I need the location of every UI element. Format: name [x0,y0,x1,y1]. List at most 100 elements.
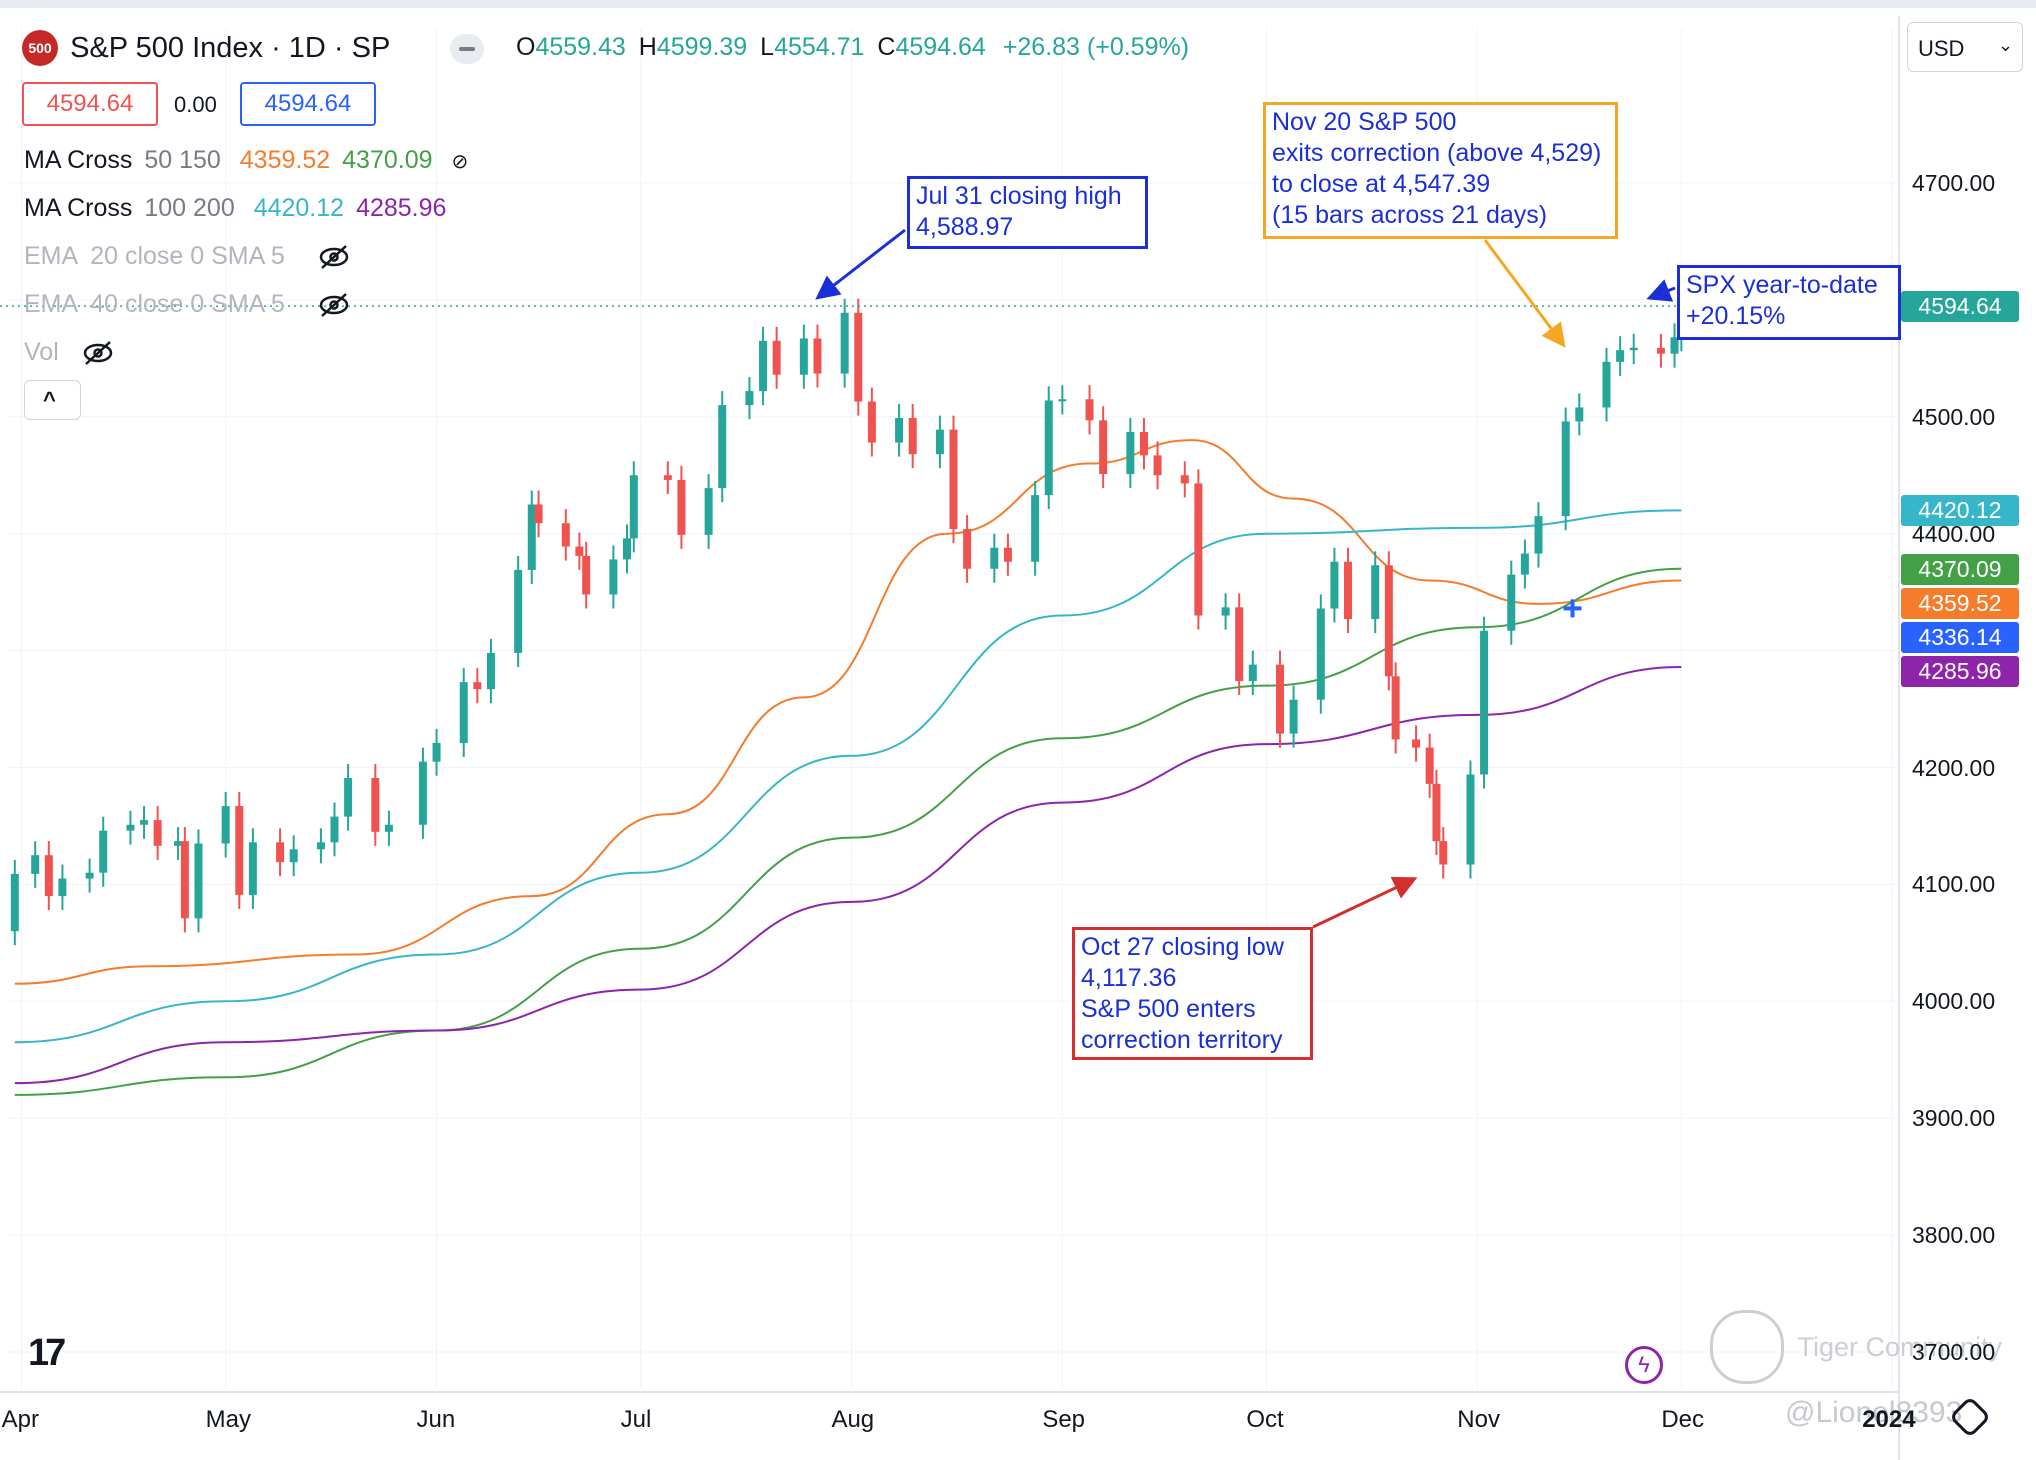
eye-off-icon[interactable] [318,292,350,318]
candle-body [1099,420,1108,475]
candle-body [561,523,570,547]
candle-body [1058,399,1067,402]
eye-off-icon[interactable] [318,244,350,270]
candle-body [180,841,189,919]
candle-body [718,405,727,489]
eye-off-icon[interactable] [82,340,114,366]
annotation-ytd[interactable]: SPX year-to-date +20.15% [1677,265,1901,340]
candle-body [1534,516,1543,554]
x-tick-label: Apr [1,1406,39,1433]
candle-body [840,312,849,374]
candle-body [854,312,863,402]
candle-body [1432,783,1441,842]
candle-body [745,391,754,406]
settings-slash-icon[interactable]: ⊘ [451,151,469,173]
candle-body [344,778,353,817]
candle-body [432,742,441,762]
candle-body [459,682,468,743]
candle-body [609,559,618,595]
candle-body [1629,347,1638,351]
candle-body [1602,361,1611,408]
candle-body [126,824,135,831]
candle-body [582,555,591,595]
candle-body [1276,664,1285,734]
watermark-handle: @Lionel8393 [1785,1396,1963,1429]
candle-body [514,569,523,653]
ask-box[interactable]: 4594.64 [240,82,376,126]
candle-body [629,475,638,539]
candle-body [384,824,393,832]
price-tag: 4370.09 [1901,553,2019,585]
chevron-up-icon: ^ [43,387,56,412]
price-tag: 4336.14 [1901,621,2019,653]
candle-body [935,429,944,455]
annotation-nov-exit[interactable]: Nov 20 S&P 500 exits correction (above 4,… [1263,102,1618,239]
legend-ema-20[interactable]: EMA 20 close 0 SMA 5 [24,242,350,271]
x-tick-label: Aug [831,1406,875,1433]
candle-body [575,546,584,556]
candle-body [85,872,94,879]
symbol-title: S&P 500 Index · 1D · SP [70,31,391,64]
ma-line-ma-100 [14,509,1682,1044]
candle-body [1575,407,1584,422]
y-tick-label: 3900.00 [1912,1105,1996,1132]
candle-body [813,338,822,374]
lightning-icon[interactable]: ϟ [1625,1346,1663,1384]
arrow-ytd [1646,279,1676,302]
price-tag: 4420.12 [1901,495,2019,527]
candle-body [1031,495,1040,562]
candle-body [1656,347,1665,354]
annotation-oct-low[interactable]: Oct 27 closing low 4,117.36 S&P 500 enters… [1072,927,1313,1060]
watermark: Tiger Community [1710,1310,2002,1384]
bid-box[interactable]: 4594.64 [22,82,158,126]
candle-body [1221,607,1230,616]
candle-body [1344,561,1353,620]
candle-body [1391,676,1400,740]
candle-body [235,806,244,895]
x-tick-label: Nov [1457,1406,1500,1433]
candle-body [10,873,19,932]
y-tick-label: 3800.00 [1912,1222,1996,1249]
legend-vol[interactable]: Vol [24,338,114,367]
candle-body [1670,337,1679,354]
candle-body [1085,399,1094,421]
legend-ema-40[interactable]: EMA 40 close 0 SMA 5 [24,290,350,319]
candle-body [1153,455,1162,476]
candle-body [1507,574,1516,631]
minus-icon [459,47,475,51]
x-tick-label: Jun [416,1406,456,1433]
candle-body [663,475,672,480]
candle-body [1316,608,1325,700]
collapse-toggle[interactable] [450,34,484,64]
ma-line-ma-150 [14,567,1682,1096]
y-tick-label: 4500.00 [1912,403,1996,430]
candle-body [759,340,768,392]
x-tick-label: Sep [1042,1406,1086,1433]
candle-body [949,429,958,530]
legend-ma-cross-100-200[interactable]: MA Cross 100 200 4420.12 4285.96 [24,194,447,222]
price-chart[interactable] [0,8,2036,1460]
currency-select[interactable]: USD ⌄ [1907,22,2023,72]
legend-ma-cross-50-150[interactable]: MA Cross 50 150 4359.52 4370.09 ⊘ [24,146,469,174]
symbol-header[interactable]: 500 S&P 500 Index · 1D · SP [22,30,390,66]
candle-body [1139,431,1148,456]
candle-body [1425,747,1434,784]
candle-body [1616,350,1625,362]
candle-body [1235,607,1244,681]
legend-collapse-button[interactable]: ^ [24,380,81,420]
candle-body [418,761,427,825]
x-tick-label: Oct [1246,1406,1284,1433]
y-tick-label: 4400.00 [1912,520,1996,547]
candle-body [895,417,904,443]
y-tick-label: 4200.00 [1912,754,1996,781]
annotation-jul-high[interactable]: Jul 31 closing high 4,588.97 [907,176,1148,249]
tiger-logo-icon [1710,1310,1784,1384]
candle-body [867,401,876,443]
y-tick-label: 4100.00 [1912,871,1996,898]
candle-body [908,417,917,455]
candle-body [1330,561,1339,609]
candle-body [31,855,40,874]
candles [10,291,1686,946]
candle-body [316,842,325,850]
candle-body [194,843,203,919]
